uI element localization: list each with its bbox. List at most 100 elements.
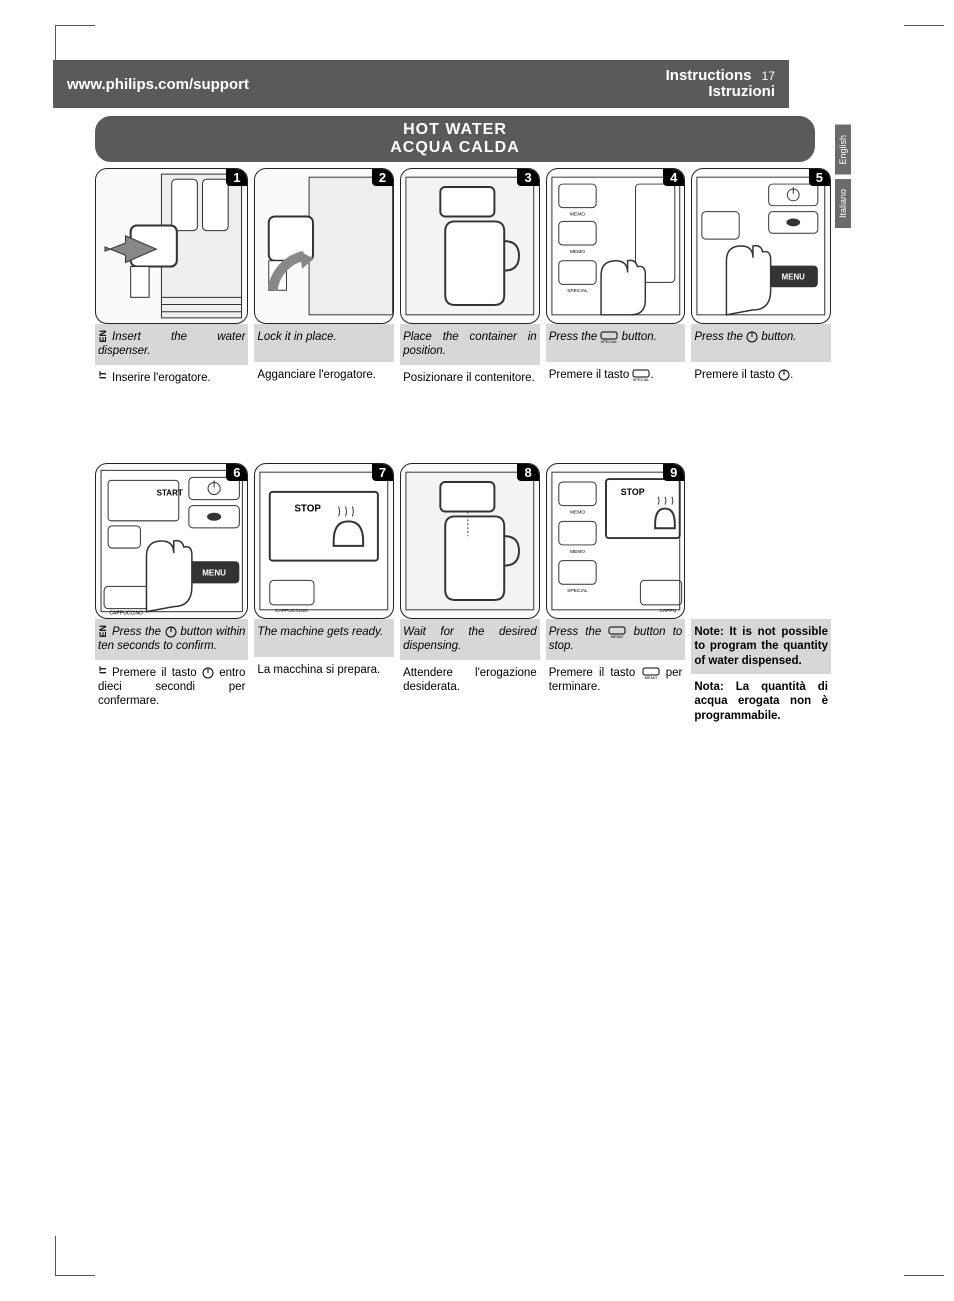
header-it: Istruzioni [708,83,775,100]
press-stop-illustration: MEMO MEMO SPECIAL STOP CAPPU [547,464,685,618]
lang-it-label: IT [98,666,110,674]
caption-it: Premere il tasto MEMO per terminare. [546,660,686,701]
figure-1: 1 [95,168,248,324]
title-en: HOT WATER [96,121,814,139]
lang-en-label: EN [98,330,110,343]
container-position-illustration [401,169,539,323]
step-number: 6 [226,464,247,481]
press-confirm-illustration: START MENU CAPPUCCINO [96,464,247,618]
header-bar: www.philips.com/support Instructions 17 … [53,60,789,108]
step-note: Note: It is not possible to program the … [691,463,831,729]
caption-it: Agganciare l'erogatore. [254,362,394,400]
figure-6: 6 START MENU CAPPUCCINO [95,463,248,619]
lang-en-label: EN [98,625,110,638]
svg-text:MEMO: MEMO [644,675,656,679]
figure-4: 4 MEMO MEMO SPECIAL [546,168,686,324]
step-9: 9 MEMO MEMO SPECIAL STOP CAPPU Press the… [546,463,686,729]
svg-text:STOP: STOP [295,503,322,514]
svg-text:SPECIAL: SPECIAL [601,339,618,343]
step-4: 4 MEMO MEMO SPECIAL Press the SPECIAL bu… [546,168,686,403]
caption-en: The machine gets ready. [254,619,394,657]
header-en: Instructions [666,67,752,84]
step-7: 7 STOP CAPPUCCINO The machine gets ready… [254,463,394,729]
svg-text:MEMO: MEMO [570,212,585,218]
svg-text:SPECIAL: SPECIAL [567,288,588,294]
section-title-pill: HOT WATER ACQUA CALDA [95,116,815,162]
step-6: 6 START MENU CAPPUCCINO ENPress the butt… [95,463,248,729]
step-number: 9 [663,464,684,481]
press-special-illustration: MEMO MEMO SPECIAL [547,169,685,323]
step-1: 1 ENInsert the water dispenser. ITInseri… [95,168,248,403]
memo-icon: MEMO [642,667,660,679]
step-3: 3 Place the container in position. Posiz… [400,168,540,403]
caption-en: Press the SPECIAL button. [546,324,686,362]
caption-en: ENPress the button within ten seconds to… [95,619,248,660]
steps-row-1: 1 ENInsert the water dispenser. ITInseri… [95,168,831,403]
special-icon: SPECIAL [632,369,650,381]
figure-7: 7 STOP CAPPUCCINO [254,463,394,619]
caption-it: Posizionare il contenitore. [400,365,540,403]
caption-it: ITInserire l'erogatore. [95,365,248,403]
power-icon [165,626,177,638]
memo-icon: MEMO [608,626,626,638]
caption-it: Attendere l'erogazione desiderata. [400,660,540,701]
step-number: 4 [663,169,684,186]
svg-text:CAPPUCCINO: CAPPUCCINO [110,610,144,616]
svg-text:MEMO: MEMO [570,509,585,515]
section-title: Instructions 17 Istruzioni [666,68,775,101]
figure-3: 3 [400,168,540,324]
page-number: 17 [762,69,775,83]
figure-8: 8 [400,463,540,619]
step-8: 8 Wait for the desired dispensing. Atten… [400,463,540,729]
step-number: 2 [372,169,393,186]
steps-row-2: 6 START MENU CAPPUCCINO ENPress the butt… [95,463,831,729]
note-en: Note: It is not possible to program the … [691,619,831,674]
power-icon [202,667,214,679]
machine-ready-illustration: STOP CAPPUCCINO [255,464,393,618]
note-spacer [691,463,831,619]
caption-it: Premere il tasto . [691,362,831,400]
svg-text:MENU: MENU [202,568,226,577]
step-number: 1 [226,169,247,186]
svg-text:MEMO: MEMO [570,549,585,555]
svg-text:CAPPU: CAPPU [659,608,676,614]
caption-en: ENInsert the water dispenser. [95,324,248,365]
caption-en: Lock it in place. [254,324,394,362]
lang-it-label: IT [98,371,110,379]
caption-it: Premere il tasto SPECIAL. [546,362,686,400]
figure-5: 5 MENU [691,168,831,324]
caption-en: Press the button. [691,324,831,362]
power-icon [778,369,790,381]
support-url: www.philips.com/support [67,76,249,93]
step-2: 2 Lock it in place. Agganciare l'erogato… [254,168,394,403]
dispenser-insert-illustration [96,169,247,323]
figure-2: 2 [254,168,394,324]
svg-text:SPECIAL: SPECIAL [567,588,588,594]
language-tabs: English Italiano [835,125,855,232]
figure-9: 9 MEMO MEMO SPECIAL STOP CAPPU [546,463,686,619]
power-icon [746,331,758,343]
svg-text:MEMO: MEMO [570,249,585,255]
svg-text:START: START [157,488,183,497]
svg-text:STOP: STOP [620,487,644,497]
step-number: 7 [372,464,393,481]
step-number: 8 [517,464,538,481]
dispensing-illustration [401,464,539,618]
svg-text:SPECIAL: SPECIAL [633,377,650,381]
svg-text:CAPPUCCINO: CAPPUCCINO [275,608,308,614]
svg-text:MENU: MENU [782,272,805,281]
manual-page: www.philips.com/support Instructions 17 … [95,60,855,729]
caption-it: ITPremere il tasto entro dieci secondi p… [95,660,248,715]
caption-en: Press the MEMO button to stop. [546,619,686,660]
special-icon: SPECIAL [600,331,618,343]
note-it: Nota: La quantità di acqua erogata non è… [691,674,831,729]
step-number: 3 [517,169,538,186]
caption-it: La macchina si prepara. [254,657,394,695]
caption-en: Place the container in position. [400,324,540,365]
step-number: 5 [809,169,830,186]
tab-english: English [835,125,851,175]
dispenser-lock-illustration [255,169,393,323]
svg-text:MEMO: MEMO [611,634,623,638]
tab-italiano: Italiano [835,179,851,228]
step-5: 5 MENU Press the button. Premere il tast… [691,168,831,403]
